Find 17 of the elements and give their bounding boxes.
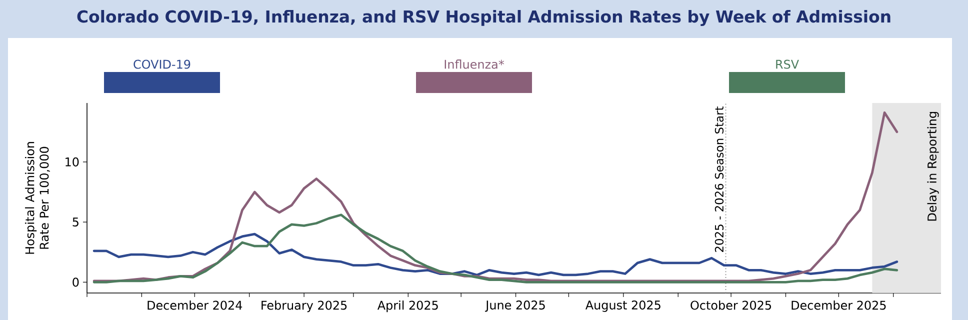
x-tick-label: December 2025	[792, 300, 886, 310]
x-tick-label: April 2025	[377, 300, 438, 312]
x-tick-label: December 2024	[148, 300, 242, 310]
x-tick-label: February 2025	[262, 300, 347, 312]
x-tick-label: August 2025	[585, 300, 660, 312]
y-tick-label: 10	[66, 157, 79, 166]
text: Influenza*	[444, 60, 504, 69]
y-tick-label: 5	[72, 218, 78, 226]
y-axis-title: Hospital Admission Rate Per 100,000	[25, 142, 50, 254]
chart-title: Colorado COVID-19, Influenza, and RSV Hospital Admission Rates by Week of Admission	[77, 10, 890, 26]
x-tick-label: October 2025	[690, 300, 772, 310]
ref-line-label: 2025 - 2026 Season Start	[714, 106, 724, 252]
y-tick-label: 0	[72, 278, 79, 287]
text: COVID-19	[134, 60, 190, 69]
text: RSV	[776, 60, 799, 69]
x-tick-label: June 2025	[485, 300, 545, 312]
band-label: Delay in Reporting	[927, 112, 939, 221]
